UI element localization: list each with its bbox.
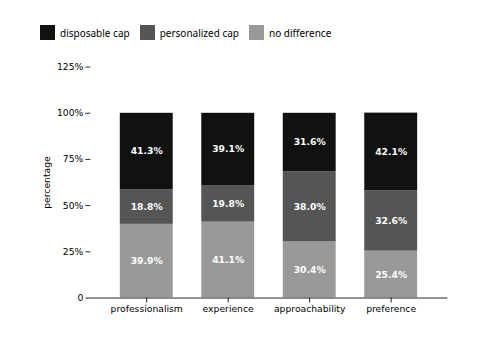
svg-text:50%: 50% <box>63 200 84 211</box>
svg-text:approachability: approachability <box>274 303 346 314</box>
svg-text:0: 0 <box>77 292 83 303</box>
svg-text:30.4%: 30.4% <box>294 264 326 275</box>
svg-text:125%: 125% <box>57 61 84 72</box>
svg-text:38.0%: 38.0% <box>294 201 326 212</box>
html-text:disposable cap: disposable cap <box>60 25 130 40</box>
svg-text:41.3%: 41.3% <box>131 145 163 156</box>
svg-text:32.6%: 32.6% <box>375 215 407 226</box>
svg-text:75%: 75% <box>63 153 84 164</box>
html-text:personalized cap: personalized cap <box>159 25 239 40</box>
svg-text:39.9%: 39.9% <box>131 255 163 266</box>
svg-text:19.8%: 19.8% <box>212 198 244 209</box>
svg-text:25%: 25% <box>63 246 84 257</box>
svg-text:31.6%: 31.6% <box>294 136 326 147</box>
html-text:no difference: no difference <box>269 25 332 40</box>
svg-text:100%: 100% <box>57 107 84 118</box>
svg-text:experience: experience <box>203 303 254 314</box>
svg-text:preference: preference <box>366 303 416 314</box>
svg-text:percentage: percentage <box>41 156 52 209</box>
svg-text:39.1%: 39.1% <box>212 143 244 154</box>
svg-text:41.1%: 41.1% <box>212 254 244 265</box>
svg-text:18.8%: 18.8% <box>131 201 163 212</box>
svg-text:42.1%: 42.1% <box>375 146 407 157</box>
svg-text:25.4%: 25.4% <box>375 269 407 280</box>
svg-text:professionalism: professionalism <box>111 303 183 314</box>
